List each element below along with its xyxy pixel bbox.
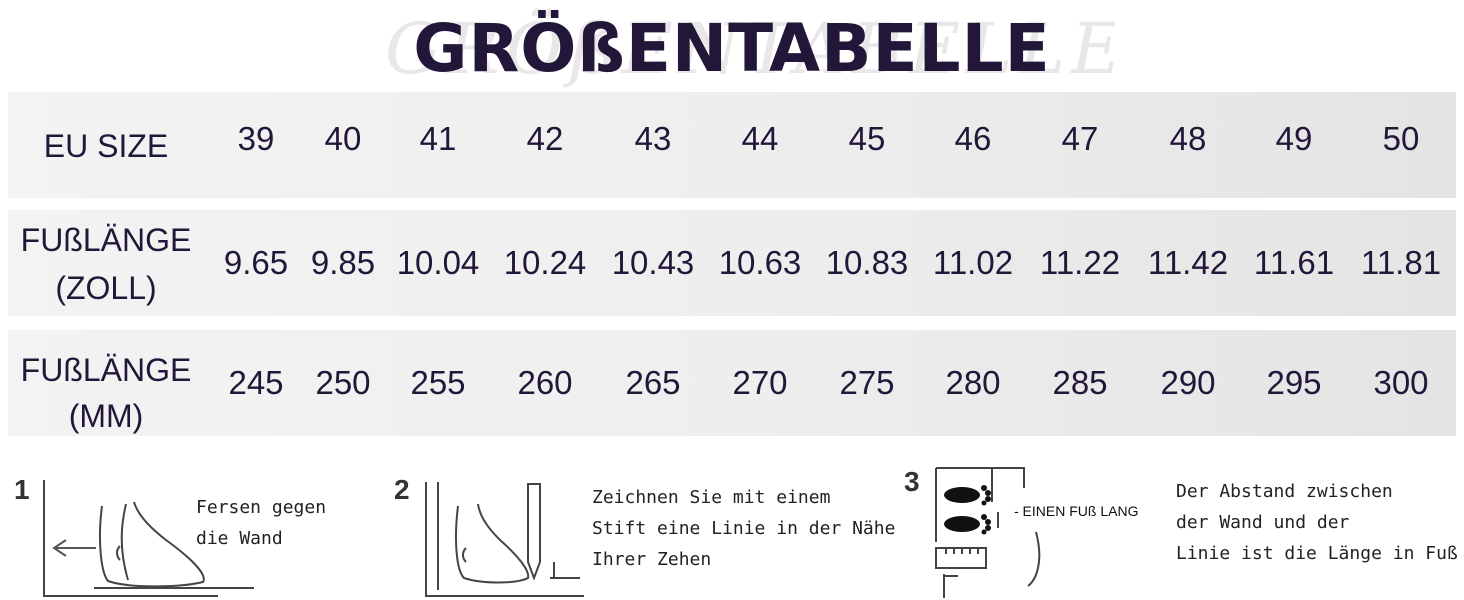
- size-cell: 48: [1169, 120, 1207, 157]
- step-3-text: Der Abstand zwischen der Wand und der Li…: [1176, 476, 1458, 569]
- size-cell: 9.85: [310, 244, 376, 281]
- page-title: GRÖßENTABELLE: [413, 10, 1051, 87]
- step-1-number: 1: [14, 474, 30, 505]
- step-2-pencil-line-illustration: [425, 482, 584, 597]
- size-row-mm: FUßLÄNGE (MM) 245 250 255 260 265 270 275 280 28…: [8, 330, 1456, 436]
- step-2-text: Zeichnen Sie mit einem Stift eine Linie …: [592, 482, 895, 575]
- size-cell: 285: [1052, 364, 1108, 401]
- pencil-icon: [527, 483, 541, 581]
- size-cell: 10.24: [503, 244, 587, 281]
- step-1-line: die Wand: [196, 528, 283, 549]
- size-cell: 265: [625, 364, 681, 401]
- size-cell: 45: [848, 120, 886, 157]
- one-foot-long-label: - EINEN FUß LANG: [1014, 503, 1139, 519]
- size-row-inch: FUßLÄNGE (ZOLL) 9.65 9.85 10.04 10.24 10.43 1…: [8, 210, 1456, 316]
- size-cell: 295: [1266, 364, 1322, 401]
- step-1-heel-wall-illustration: [43, 480, 254, 597]
- footprint-icon: [944, 485, 991, 535]
- size-cell: 47: [1061, 120, 1099, 157]
- size-cell: 300: [1373, 364, 1429, 401]
- size-cell: 9.65: [223, 244, 289, 281]
- row-label-foot-length: FUßLÄNGE: [20, 352, 192, 388]
- size-row-eu: EU SIZE 39 40 41 42 43 44 45 46 47 48 49 50: [8, 92, 1456, 198]
- size-cell: 10.83: [825, 244, 909, 281]
- title-watermark: GRÖßENTABELLE: [385, 8, 1115, 90]
- size-cell: 39: [237, 120, 275, 157]
- size-cell: 11.61: [1253, 244, 1335, 281]
- size-cell: 255: [410, 364, 466, 401]
- size-cell: 10.04: [396, 244, 480, 281]
- step-3-line: Der Abstand zwischen: [1176, 481, 1393, 502]
- size-cell: 11.81: [1360, 244, 1442, 281]
- size-cell: 10.43: [611, 244, 695, 281]
- size-cell: 245: [228, 364, 284, 401]
- step-1-line: Fersen gegen: [196, 497, 327, 518]
- size-cell: 11.02: [932, 244, 1014, 281]
- step-3-number: 3: [904, 466, 920, 497]
- size-cell: 43: [634, 120, 672, 157]
- step-1-text: Fersen gegen die Wand: [196, 492, 326, 554]
- size-cell: 49: [1275, 120, 1313, 157]
- row-label-foot-length: FUßLÄNGE: [20, 222, 192, 258]
- step-2-line: Zeichnen Sie mit einem: [592, 487, 831, 508]
- size-cell: 44: [741, 120, 779, 157]
- step-3-line: der Wand und der: [1176, 512, 1350, 533]
- row-label-unit-inch: (ZOLL): [55, 270, 157, 306]
- size-cell: 40: [324, 120, 362, 157]
- step-3-footprint-ruler-illustration: [935, 467, 1041, 598]
- size-cell: 11.22: [1039, 244, 1121, 281]
- size-cell: 290: [1160, 364, 1216, 401]
- row-label-unit-mm: (MM): [68, 398, 144, 434]
- size-cell: 42: [526, 120, 564, 157]
- step-2-line: Ihrer Zehen: [592, 549, 712, 570]
- row-label-eu-size: EU SIZE: [43, 128, 169, 164]
- size-cell: 275: [839, 364, 895, 401]
- size-cell: 260: [517, 364, 573, 401]
- size-cell: 50: [1382, 120, 1420, 157]
- size-cell: 270: [732, 364, 788, 401]
- step-2-number: 2: [394, 474, 410, 505]
- size-cell: 46: [954, 120, 992, 157]
- size-cell: 10.63: [718, 244, 802, 281]
- size-cell: 280: [945, 364, 1001, 401]
- step-3-line: Linie ist die Länge in Fuß: [1176, 543, 1458, 564]
- step-2-line: Stift eine Linie in der Nähe: [592, 518, 896, 539]
- size-cell: 11.42: [1147, 244, 1229, 281]
- size-cell: 250: [315, 364, 371, 401]
- size-cell: 41: [419, 120, 457, 157]
